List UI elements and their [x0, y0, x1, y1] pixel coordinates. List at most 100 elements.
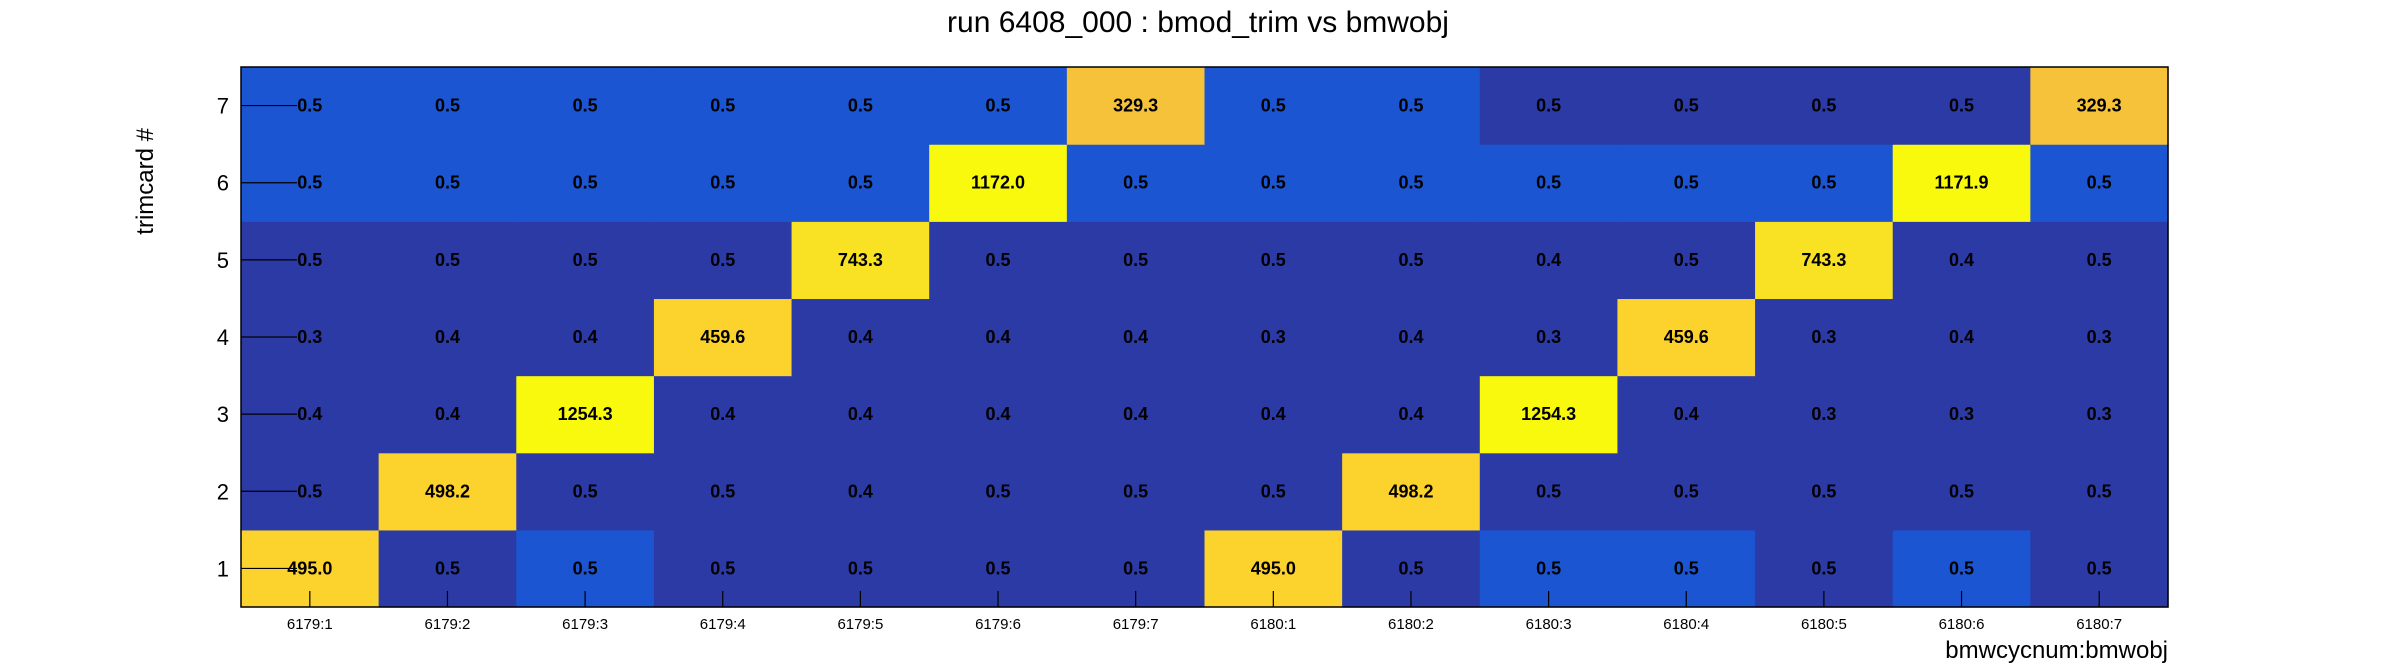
heatmap-cell: [516, 221, 655, 300]
heatmap-cell: [1342, 298, 1481, 377]
heatmap-cell: [516, 67, 655, 145]
cell-value-label: 0.4: [297, 404, 322, 424]
cell-value-label: 0.5: [986, 96, 1011, 116]
heatmap-cell: [1479, 375, 1619, 454]
cell-value-label: 0.5: [1261, 481, 1286, 501]
cell-value-label: 1171.9: [1935, 173, 1989, 193]
cell-value-label: 0.4: [1261, 404, 1286, 424]
cell-value-label: 0.4: [1398, 327, 1423, 347]
heatmap-cell: [1892, 67, 2031, 145]
x-axis-ticks: 6179:1 6179:2 6179:3 6179:4 6179:5 6179:6 6179…: [287, 591, 2122, 633]
cell-value-label: 0.5: [435, 558, 460, 578]
heatmap-cell: [378, 221, 517, 300]
cell-value-label: 0.5: [1674, 481, 1699, 501]
heatmap-cell: [1617, 375, 1756, 454]
heatmap-cell: [791, 452, 930, 531]
heatmap-cell: [1892, 144, 2031, 222]
cell-value-label: 0.5: [848, 558, 873, 578]
x-tick-label: 6179:5: [837, 616, 883, 633]
cell-value-label: 0.4: [1123, 327, 1148, 347]
heatmap-cell: [1617, 298, 1756, 377]
heatmap-cell: [1617, 221, 1756, 300]
heatmap-cell: [378, 298, 517, 377]
cell-value-label: 0.4: [1674, 404, 1699, 424]
cell-value-label: 0.4: [573, 327, 598, 347]
cell-value-label: 498.2: [425, 481, 470, 501]
heatmap-cell: [929, 298, 1068, 377]
cell-value-label: 0.5: [1811, 173, 1836, 193]
cell-value-label: 0.5: [1398, 96, 1423, 116]
cell-value-label: 0.5: [2087, 481, 2112, 501]
cell-value-label: 1254.3: [1521, 404, 1576, 424]
heatmap-cell: [1892, 221, 2031, 300]
cell-value-label: 0.4: [986, 327, 1011, 347]
cell-value-label: 0.4: [848, 481, 873, 501]
heatmap-cell: [2030, 221, 2169, 300]
y-axis-ticks: 1 2 3 4 5 6 7: [217, 94, 297, 581]
heatmap-cell: [1204, 298, 1343, 377]
cell-value-label: 0.4: [435, 404, 460, 424]
heatmap-cell: [1479, 221, 1619, 300]
heatmap-cell: [2030, 144, 2169, 222]
x-tick-label: 6180:4: [1663, 616, 1709, 633]
cell-value-label: 0.5: [297, 96, 322, 116]
cell-value-label: 0.5: [1261, 173, 1286, 193]
heatmap-cell: [378, 452, 517, 531]
x-tick-label: 6180:7: [2076, 616, 2122, 633]
heatmap-cell: [1342, 452, 1481, 531]
cell-value-label: 0.5: [1674, 558, 1699, 578]
x-tick-label: 6180:1: [1250, 616, 1296, 633]
cell-value-label: 1172.0: [971, 173, 1025, 193]
cell-value-label: 0.5: [1811, 558, 1836, 578]
cell-value-label: 1254.3: [558, 404, 613, 424]
cell-value-label: 0.5: [1123, 481, 1148, 501]
cell-value-label: 0.5: [2087, 173, 2112, 193]
y-tick-label: 3: [217, 402, 229, 427]
cell-value-label: 0.3: [2087, 404, 2112, 424]
x-axis-title: bmwcycnum:bmwobj: [1945, 637, 2168, 664]
heatmap-cell: [1066, 221, 1206, 300]
heatmap-cell: [1066, 375, 1206, 454]
heatmap-cell: [653, 298, 793, 377]
cell-value-label: 0.4: [710, 404, 735, 424]
heatmap-cell: [378, 67, 517, 145]
heatmap-cell: [1617, 144, 1756, 222]
x-tick-label: 6180:3: [1526, 616, 1572, 633]
cell-value-label: 0.5: [297, 250, 322, 270]
cell-value-label: 0.4: [848, 327, 873, 347]
heatmap-cell: [791, 221, 930, 300]
heatmap-cell: [791, 298, 930, 377]
heatmap-cell: [929, 67, 1068, 145]
cell-labels: 495.0 0.5 0.5 0.5 0.5 0.5 0.5 495.0 0.5 0.5 0.5 0.5…: [287, 96, 2121, 579]
cell-value-label: 0.5: [1949, 481, 1974, 501]
y-tick-label: 2: [217, 479, 229, 504]
cell-value-label: 0.5: [1398, 558, 1423, 578]
heatmap-cell: [2030, 452, 2169, 531]
x-tick-label: 6179:3: [562, 616, 608, 633]
heatmap-cell: [1755, 452, 1894, 531]
cell-value-label: 0.5: [710, 96, 735, 116]
heatmap-cell: [1755, 67, 1894, 145]
cell-value-label: 498.2: [1388, 481, 1433, 501]
y-axis-title: trimcard #: [132, 127, 159, 234]
heatmap-cell: [1892, 452, 2031, 531]
y-tick-label: 7: [217, 94, 229, 119]
heatmap-cell: [1479, 298, 1619, 377]
cell-value-label: 0.4: [1536, 250, 1561, 270]
cell-value-label: 0.5: [573, 558, 598, 578]
cell-value-label: 0.5: [1398, 173, 1423, 193]
cell-value-label: 0.4: [435, 327, 460, 347]
cell-value-label: 0.5: [1674, 96, 1699, 116]
heatmap-cell: [929, 452, 1068, 531]
x-tick-label: 6180:2: [1388, 616, 1434, 633]
y-tick-label: 5: [217, 248, 229, 273]
cell-value-label: 0.5: [573, 96, 598, 116]
heatmap-cell: [1204, 67, 1343, 145]
cell-value-label: 0.5: [1949, 558, 1974, 578]
cell-value-label: 0.5: [710, 481, 735, 501]
cell-value-label: 0.5: [848, 173, 873, 193]
chart-title: run 6408_000 : bmod_trim vs bmwobj: [947, 6, 1449, 39]
cell-value-label: 0.5: [2087, 558, 2112, 578]
heatmap-cell: [791, 67, 930, 145]
